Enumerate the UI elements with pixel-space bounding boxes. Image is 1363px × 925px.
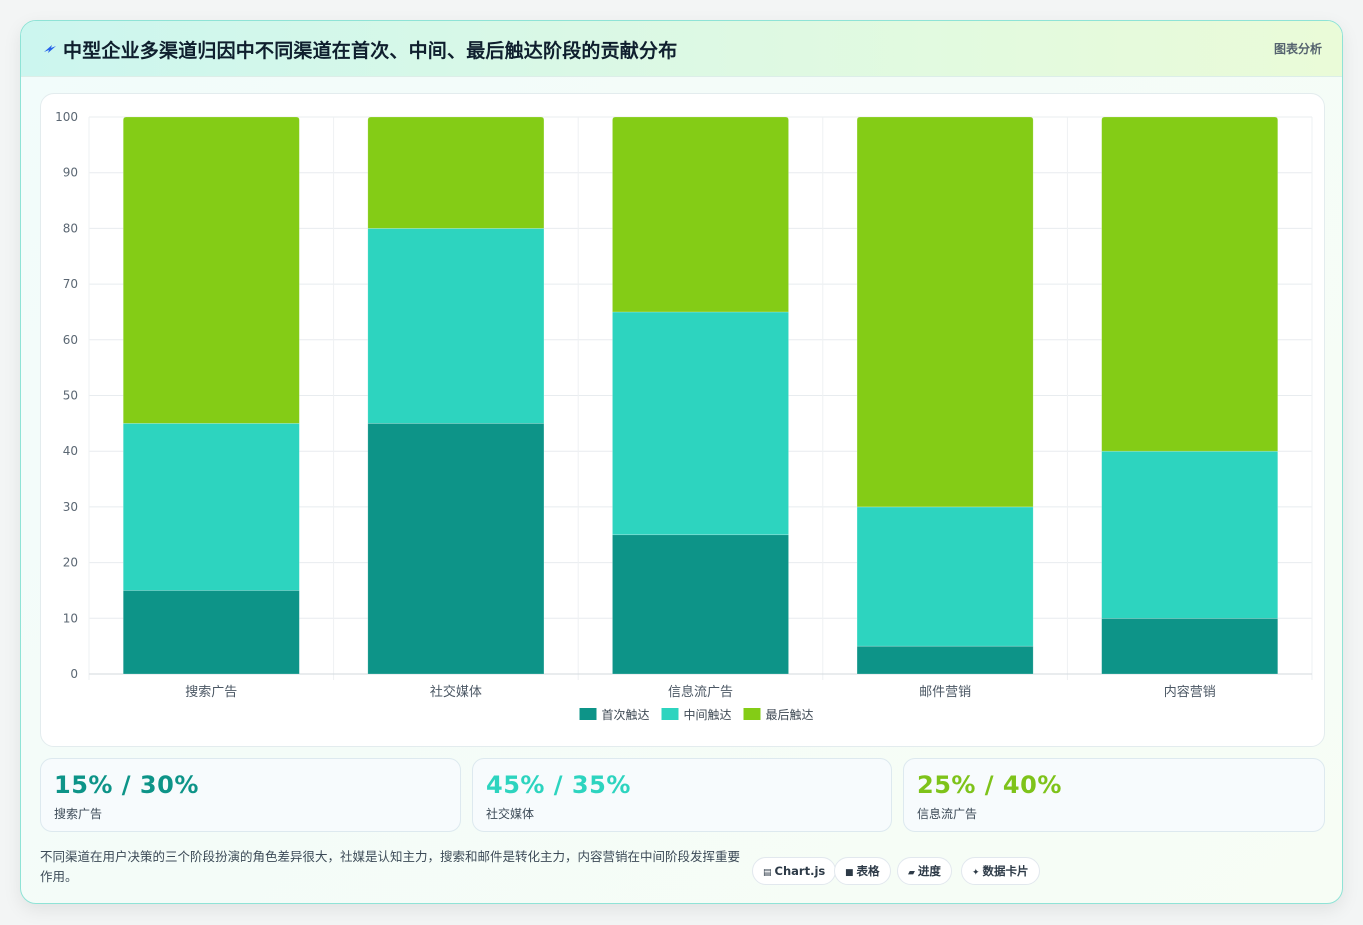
chart-title: 中型企业多渠道归因中不同渠道在首次、中间、最后触达阶段的贡献分布 — [63, 40, 678, 62]
bar-segment — [856, 506, 1034, 647]
table-icon: ■ — [845, 868, 854, 878]
bar-segment — [122, 116, 300, 424]
y-tick-label: 60 — [63, 333, 78, 347]
bar-segment — [856, 116, 1034, 508]
bar-segment — [1101, 116, 1279, 452]
legend-swatch — [579, 708, 597, 720]
insight-note: 不同渠道在用户决策的三个阶段扮演的角色差异很大，社媒是认知主力，搜索和邮件是转化… — [40, 849, 741, 884]
bar-segment — [367, 423, 545, 675]
bar-segment — [122, 590, 300, 675]
y-tick-label: 40 — [63, 444, 78, 458]
chip-label: 表格 — [856, 864, 880, 878]
x-tick-label: 邮件营销 — [919, 685, 971, 700]
x-tick-label: 社交媒体 — [430, 684, 482, 700]
x-tick-label: 搜索广告 — [185, 685, 237, 700]
card-header: 中型企业多渠道归因中不同渠道在首次、中间、最后触达阶段的贡献分布 图表分析 — [21, 21, 1342, 77]
chip-table[interactable]: ■ 表格 — [834, 857, 891, 885]
kpi-card-social: 45% / 35% 社交媒体 — [472, 758, 892, 832]
bar-segment — [612, 311, 789, 536]
y-tick-label: 20 — [63, 556, 78, 570]
kpi-label: 搜索广告 — [54, 807, 103, 821]
chip-chartjs[interactable]: ▤ Chart.js — [752, 857, 837, 885]
bar-segment — [1101, 617, 1279, 675]
legend-label: 首次触达 — [602, 708, 650, 722]
x-tick-label: 内容营销 — [1164, 684, 1216, 700]
bar-segment — [856, 645, 1034, 675]
bar-segment — [367, 116, 545, 229]
bar-segment — [612, 534, 789, 675]
y-tick-label: 70 — [63, 277, 78, 291]
bar-segment — [612, 116, 789, 313]
kpi-label: 信息流广告 — [917, 807, 978, 821]
chip-label: 进度 — [917, 864, 941, 878]
kpi-label: 社交媒体 — [486, 807, 535, 821]
chart-icon: ▤ — [763, 868, 772, 878]
y-tick-label: 90 — [63, 166, 78, 180]
legend-label: 最后触达 — [766, 708, 814, 722]
progress-icon: ▰ — [908, 868, 915, 878]
sparkle-icon: ✦ — [972, 868, 980, 878]
chart-panel: 0 10 20 30 40 50 60 70 80 90 100 搜索广告 社交媒体 信息流广告 邮件营销 内… — [40, 93, 1325, 747]
bar-segment — [1101, 450, 1279, 619]
chip-label: Chart.js — [774, 864, 826, 878]
kpi-value: 45% / 35% — [486, 771, 631, 799]
chip-label: 数据卡片 — [982, 864, 1029, 878]
kpi-card-search: 15% / 30% 搜索广告 — [40, 758, 461, 832]
stacked-bar-chart: 0 10 20 30 40 50 60 70 80 90 100 搜索广告 社交媒体 信息流广告 邮件营销 内… — [55, 110, 1313, 722]
y-tick-label: 80 — [63, 221, 78, 235]
kpi-value: 25% / 40% — [917, 771, 1062, 799]
legend-swatch — [743, 708, 761, 720]
lightning-icon — [44, 45, 56, 53]
chart-type-tag: 图表分析 — [1273, 42, 1322, 56]
y-tick-label: 0 — [70, 667, 78, 681]
y-tick-label: 10 — [63, 611, 78, 625]
chip-data-card[interactable]: ✦ 数据卡片 — [961, 857, 1040, 885]
chip-progress[interactable]: ▰ 进度 — [897, 857, 952, 885]
bar-segment — [122, 423, 300, 591]
chart-card: 中型企业多渠道归因中不同渠道在首次、中间、最后触达阶段的贡献分布 图表分析 0 1… — [20, 20, 1343, 904]
x-tick-label: 信息流广告 — [668, 684, 733, 700]
kpi-value: 15% / 30% — [54, 771, 199, 799]
legend-label: 中间触达 — [684, 707, 732, 722]
y-tick-label: 100 — [55, 110, 78, 124]
kpi-card-feed: 25% / 40% 信息流广告 — [903, 758, 1325, 832]
bar-segment — [367, 228, 545, 424]
y-tick-label: 50 — [63, 389, 78, 403]
legend-swatch — [661, 708, 679, 720]
y-tick-label: 30 — [63, 500, 78, 514]
